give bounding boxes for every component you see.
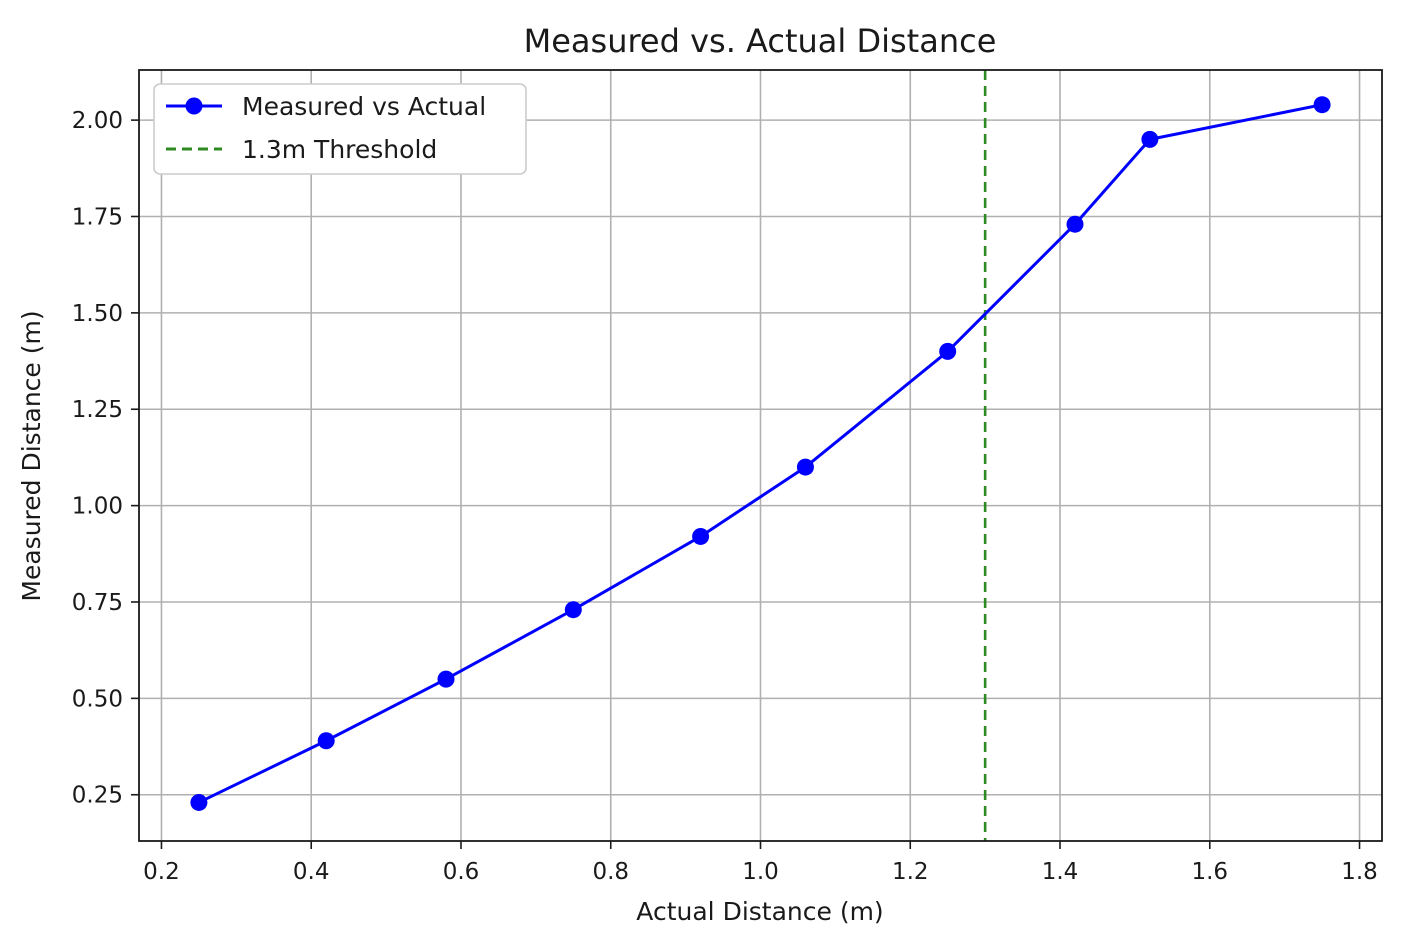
legend-threshold-label: 1.3m Threshold [242, 135, 437, 164]
x-tick-label: 0.4 [293, 859, 330, 885]
data-point [796, 458, 814, 476]
y-tick-label: 1.50 [72, 301, 123, 327]
legend-series-label: Measured vs Actual [242, 92, 486, 121]
data-point [564, 601, 582, 619]
data-point [1313, 96, 1331, 114]
series-line [198, 103, 1323, 804]
chart-title: Measured vs. Actual Distance [524, 22, 997, 60]
data-point [437, 670, 455, 688]
ticks-layer: 0.2 0.4 0.6 0.8 1.0 1.2 1.4 1.6 1.8 0.25 0.50 0.75 1… [72, 108, 1378, 885]
x-tick-label: 1.0 [742, 859, 779, 885]
y-tick-label: 1.25 [72, 397, 123, 423]
y-axis-label: Measured Distance (m) [17, 310, 46, 601]
data-point [939, 342, 957, 360]
x-tick-label: 1.2 [892, 859, 929, 885]
x-tick-label: 1.4 [1042, 859, 1079, 885]
x-tick-label: 1.8 [1341, 859, 1378, 885]
x-tick-label: 1.6 [1191, 859, 1228, 885]
y-tick-label: 0.25 [72, 783, 123, 809]
x-tick-label: 0.2 [143, 859, 180, 885]
series-layer [190, 96, 1331, 811]
y-tick-label: 1.00 [72, 494, 123, 520]
data-point [1141, 130, 1159, 148]
y-tick-label: 1.75 [72, 204, 123, 230]
y-tick-label: 2.00 [72, 108, 123, 134]
data-point [317, 732, 335, 750]
data-point [692, 527, 710, 545]
legend-series-marker [185, 97, 203, 115]
x-tick-label: 0.8 [592, 859, 629, 885]
y-tick-label: 0.50 [72, 686, 123, 712]
data-point [190, 793, 208, 811]
legend: Measured vs Actual 1.3m Threshold [153, 83, 527, 175]
legend-box [153, 83, 527, 175]
grid-layer [139, 70, 1382, 841]
x-axis-label: Actual Distance (m) [636, 897, 883, 926]
y-tick-label: 0.75 [72, 590, 123, 616]
data-point [1066, 215, 1084, 233]
x-tick-label: 0.6 [443, 859, 480, 885]
